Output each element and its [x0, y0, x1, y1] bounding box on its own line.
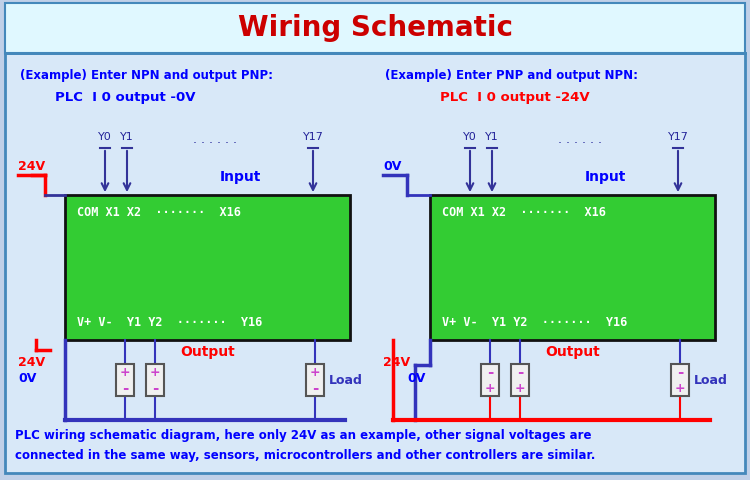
Text: Input: Input — [585, 170, 626, 184]
Bar — [430, 195, 715, 340]
Bar — [511, 364, 529, 396]
Text: Y17: Y17 — [302, 132, 323, 142]
Bar — [116, 364, 134, 396]
Text: 0V: 0V — [18, 372, 36, 384]
Bar — [5, 3, 745, 53]
Text: 24V: 24V — [383, 356, 410, 369]
Text: +: + — [150, 365, 160, 379]
Text: Wiring Schematic: Wiring Schematic — [238, 14, 512, 42]
Bar — [146, 364, 164, 396]
Text: . . . . . .: . . . . . . — [558, 133, 602, 146]
Text: 24V: 24V — [18, 356, 45, 369]
Text: 0V: 0V — [407, 372, 425, 384]
Bar — [65, 195, 350, 340]
Text: 0V: 0V — [383, 160, 401, 173]
Text: PLC  I 0 output -0V: PLC I 0 output -0V — [55, 91, 196, 104]
Text: Y0: Y0 — [98, 132, 112, 142]
Bar — [481, 364, 499, 396]
Text: +: + — [675, 382, 686, 395]
Text: (Example) Enter PNP and output NPN:: (Example) Enter PNP and output NPN: — [385, 69, 638, 82]
Text: COM X1 X2  ·······  X16: COM X1 X2 ······· X16 — [442, 206, 606, 219]
Text: +: + — [120, 365, 130, 379]
Text: Y1: Y1 — [485, 132, 499, 142]
Text: (Example) Enter NPN and output PNP:: (Example) Enter NPN and output PNP: — [20, 69, 273, 82]
Text: Input: Input — [220, 170, 261, 184]
Text: -: - — [122, 381, 128, 396]
Text: 24V: 24V — [18, 160, 45, 173]
Text: V+ V-  Y1 Y2  ·······  Y16: V+ V- Y1 Y2 ······· Y16 — [442, 315, 627, 328]
Bar — [671, 364, 689, 396]
Text: -: - — [517, 364, 524, 380]
Text: +: + — [484, 382, 495, 395]
Text: Y0: Y0 — [463, 132, 477, 142]
Text: Y1: Y1 — [120, 132, 134, 142]
Text: Output: Output — [545, 345, 600, 359]
Text: -: - — [487, 364, 494, 380]
Text: . . . . . .: . . . . . . — [193, 133, 237, 146]
Text: connected in the same way, sensors, microcontrollers and other controllers are s: connected in the same way, sensors, micr… — [15, 449, 596, 463]
Text: Output: Output — [180, 345, 235, 359]
Text: COM X1 X2  ·······  X16: COM X1 X2 ······· X16 — [77, 206, 241, 219]
Text: -: - — [152, 381, 158, 396]
Text: Y17: Y17 — [668, 132, 688, 142]
Text: Load: Load — [329, 373, 363, 386]
Text: +: + — [514, 382, 525, 395]
Text: -: - — [312, 381, 318, 396]
Text: Load: Load — [694, 373, 728, 386]
Text: PLC  I 0 output -24V: PLC I 0 output -24V — [440, 91, 590, 104]
Text: -: - — [676, 364, 683, 380]
Text: PLC wiring schematic diagram, here only 24V as an example, other signal voltages: PLC wiring schematic diagram, here only … — [15, 430, 592, 443]
Text: V+ V-  Y1 Y2  ·······  Y16: V+ V- Y1 Y2 ······· Y16 — [77, 315, 262, 328]
Bar — [5, 53, 745, 473]
Bar — [306, 364, 324, 396]
Text: +: + — [310, 365, 320, 379]
